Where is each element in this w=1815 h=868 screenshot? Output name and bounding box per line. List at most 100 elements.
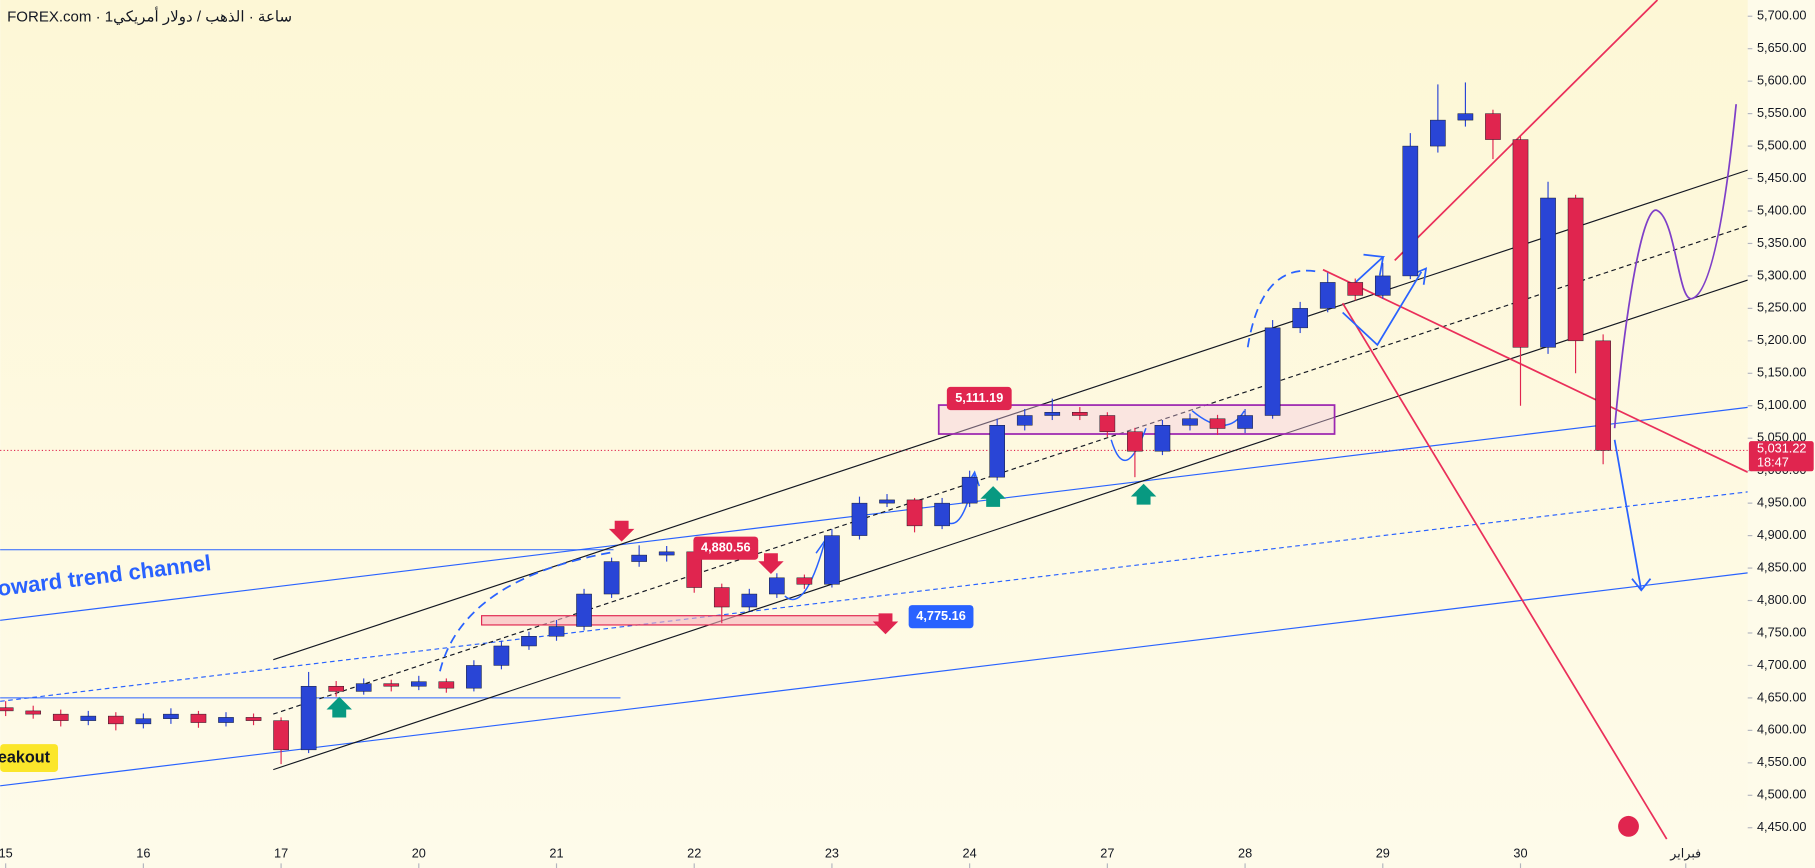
last-price-box bbox=[1748, 441, 1814, 472]
candle-body bbox=[1072, 412, 1088, 416]
x-tick-label: 30 bbox=[1513, 845, 1527, 860]
candle-body bbox=[548, 626, 565, 637]
candle-body bbox=[1016, 415, 1033, 426]
price-label: 4,880.56 bbox=[701, 540, 751, 555]
candle-body bbox=[961, 476, 978, 504]
down-arrow bbox=[872, 613, 899, 635]
candle-body bbox=[163, 713, 179, 719]
x-tick-label: 20 bbox=[412, 845, 426, 860]
note-box bbox=[0, 744, 59, 772]
candles bbox=[0, 82, 1611, 765]
candle-body bbox=[0, 707, 14, 712]
candle-body bbox=[521, 635, 537, 647]
candle-body bbox=[245, 717, 262, 721]
y-tick-label: 5,600.00 bbox=[1757, 73, 1807, 88]
candle-body bbox=[300, 685, 317, 751]
channel-line bbox=[273, 279, 1748, 771]
y-tick-label: 5,700.00 bbox=[1757, 8, 1807, 23]
x-tick-label: 21 bbox=[549, 845, 563, 860]
price-label-box bbox=[908, 605, 974, 629]
candle-body bbox=[80, 715, 97, 721]
x-tick-label: 29 bbox=[1376, 845, 1390, 860]
trend-line bbox=[1394, 0, 1659, 262]
y-tick-label: 5,250.00 bbox=[1757, 300, 1807, 315]
candle-body bbox=[1430, 119, 1446, 147]
candle-body bbox=[1567, 197, 1584, 342]
candle-body bbox=[355, 683, 372, 692]
y-tick-label: 4,550.00 bbox=[1757, 754, 1807, 769]
last-price-label: 5,031.22 bbox=[1757, 441, 1807, 456]
candle-body bbox=[1457, 113, 1474, 121]
candle-body bbox=[631, 554, 647, 562]
up-arrow bbox=[326, 696, 352, 718]
candle-body bbox=[273, 720, 289, 751]
y-tick-label: 5,650.00 bbox=[1757, 40, 1807, 55]
candle-body bbox=[713, 587, 730, 608]
y-tick-label: 5,300.00 bbox=[1757, 267, 1807, 282]
candle-body bbox=[1292, 308, 1308, 329]
channel-line bbox=[273, 169, 1748, 661]
x-tick-label: 17 bbox=[274, 845, 288, 860]
y-tick-label: 5,450.00 bbox=[1757, 170, 1807, 185]
y-tick-label: 5,150.00 bbox=[1757, 365, 1807, 380]
markers bbox=[326, 483, 1639, 837]
y-tick-label: 4,900.00 bbox=[1757, 527, 1807, 542]
projection-arrow bbox=[1353, 253, 1386, 285]
candle-body bbox=[824, 535, 840, 585]
candle-body bbox=[603, 561, 620, 595]
candle-body bbox=[1237, 415, 1253, 429]
y-tick-label: 4,500.00 bbox=[1757, 787, 1807, 802]
candle-body bbox=[769, 577, 785, 595]
candle-body bbox=[1154, 425, 1171, 452]
y-tick-label: 4,950.00 bbox=[1757, 495, 1807, 510]
candle-body bbox=[410, 681, 427, 687]
candle-body bbox=[1540, 197, 1556, 348]
candle-body bbox=[1319, 282, 1336, 309]
projection-arrow bbox=[1613, 439, 1652, 592]
y-tick-label: 5,100.00 bbox=[1757, 397, 1807, 412]
path-arc bbox=[1246, 269, 1320, 348]
candle-body bbox=[135, 718, 152, 725]
candle-body bbox=[438, 681, 455, 689]
x-tick-label: 27 bbox=[1100, 845, 1114, 860]
channel-mid bbox=[0, 491, 1748, 702]
candle-body bbox=[1512, 139, 1529, 348]
down-arrow bbox=[758, 553, 784, 575]
x-tick-label: 16 bbox=[136, 845, 150, 860]
event-icon[interactable] bbox=[1618, 815, 1639, 837]
candle-body bbox=[466, 665, 482, 689]
y-tick-label: 5,500.00 bbox=[1757, 137, 1807, 152]
note-text: eakout bbox=[0, 748, 51, 766]
y-tick-label: 5,200.00 bbox=[1757, 332, 1807, 347]
trend-line bbox=[1322, 268, 1749, 473]
projection-curve bbox=[1613, 104, 1738, 429]
candle-body bbox=[1402, 145, 1419, 277]
y-tick-label: 4,800.00 bbox=[1757, 592, 1807, 607]
price-label-box bbox=[946, 386, 1012, 411]
price-label: 5,111.19 bbox=[955, 390, 1003, 405]
y-tick-label: 5,400.00 bbox=[1757, 202, 1807, 217]
candle-body bbox=[658, 551, 675, 556]
x-tick-label: فبراير bbox=[1669, 845, 1701, 861]
candle-body bbox=[190, 713, 207, 723]
candle-body bbox=[796, 577, 813, 585]
y-tick-label: 4,650.00 bbox=[1757, 689, 1807, 704]
candle-body bbox=[851, 502, 868, 536]
channel-line bbox=[0, 572, 1748, 787]
candle-body bbox=[383, 683, 400, 687]
y-tick-label: 4,850.00 bbox=[1757, 559, 1807, 574]
y-tick-label: 5,350.00 bbox=[1757, 235, 1807, 250]
trend-line bbox=[1341, 302, 1668, 840]
zone bbox=[481, 615, 892, 626]
candle-body bbox=[1374, 275, 1391, 296]
path-arc bbox=[439, 551, 614, 672]
candle-body bbox=[989, 425, 1005, 478]
candle-body bbox=[1264, 327, 1281, 416]
candle-body bbox=[906, 499, 923, 527]
y-tick-label: 5,550.00 bbox=[1757, 105, 1807, 120]
y-tick-label: 4,750.00 bbox=[1757, 624, 1807, 639]
x-tick-label: 28 bbox=[1238, 845, 1252, 860]
candle-body bbox=[576, 593, 592, 627]
y-tick-label: 4,700.00 bbox=[1757, 657, 1807, 672]
